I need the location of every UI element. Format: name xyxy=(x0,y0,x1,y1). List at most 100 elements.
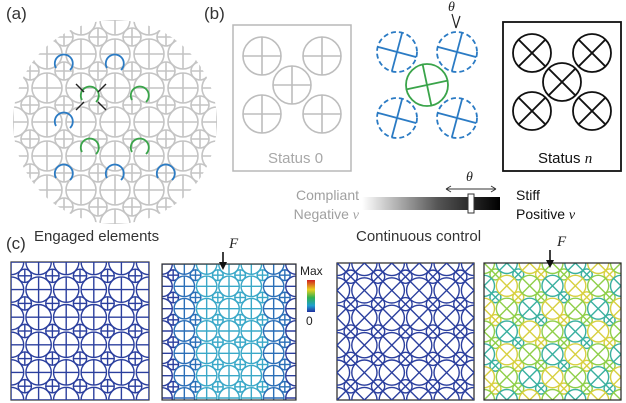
lattice-cell xyxy=(31,106,63,138)
mesh-small-cell xyxy=(278,313,291,326)
lattice-small-cell xyxy=(122,27,142,47)
lattice-cell xyxy=(201,106,217,138)
mesh-small-cell xyxy=(580,382,593,395)
lattice-cell xyxy=(31,72,63,104)
mesh-small-cell xyxy=(167,291,180,304)
mesh-cell xyxy=(240,275,263,298)
lattice-cell xyxy=(133,106,165,138)
mesh-cell xyxy=(378,304,406,332)
mesh-cell xyxy=(541,320,564,343)
mesh-small-cell xyxy=(557,313,571,327)
panel-c-label: (c) xyxy=(6,234,26,253)
mesh-cell xyxy=(135,276,149,303)
mesh-small-cell xyxy=(398,296,413,312)
mesh-small-cell xyxy=(453,379,468,394)
lattice-cell xyxy=(99,174,131,206)
mesh-small-cell xyxy=(557,359,571,372)
mesh-small-cell xyxy=(256,358,269,371)
mesh-small-cell xyxy=(425,324,441,339)
mesh-cell xyxy=(518,388,541,400)
mesh-cell xyxy=(25,276,52,303)
mesh-cell xyxy=(564,297,587,320)
mesh-cell xyxy=(337,277,351,304)
mesh-cell xyxy=(11,359,25,386)
mesh-small-cell xyxy=(534,291,548,304)
mesh-small-cell xyxy=(425,379,441,394)
mesh-small-cell xyxy=(343,351,358,367)
mesh-cell xyxy=(609,365,621,389)
mesh-cell xyxy=(518,297,541,320)
theta-top-label: θ xyxy=(448,0,455,15)
mesh-cell xyxy=(518,274,541,298)
mesh-small-cell xyxy=(370,296,386,312)
mesh-cell xyxy=(518,320,541,343)
mesh-small-cell xyxy=(72,351,88,366)
mesh-cell xyxy=(262,342,285,365)
lattice-cell xyxy=(167,140,199,172)
mesh-cell xyxy=(173,320,196,342)
lattice-small-cell xyxy=(54,129,74,149)
mesh-cell xyxy=(609,320,621,343)
rotation-arrow-blue xyxy=(155,163,176,181)
mesh-small-cell xyxy=(211,336,224,349)
statusn-cell xyxy=(542,62,582,102)
mesh-small-cell xyxy=(343,269,358,284)
mesh-small-cell xyxy=(512,313,525,327)
mesh-small-cell xyxy=(489,313,502,327)
mesh-small-cell xyxy=(45,323,60,339)
mesh-small-cell xyxy=(603,291,616,304)
mesh-cell xyxy=(108,262,135,276)
mesh-small-cell xyxy=(167,269,180,282)
mesh-small-cell xyxy=(278,269,291,282)
colorbar-max-label: Max xyxy=(300,264,323,278)
mesh-small-cell xyxy=(512,268,525,281)
mesh-small-cell xyxy=(453,324,468,339)
mesh-cell xyxy=(495,274,519,298)
mesh-small-cell xyxy=(127,323,143,339)
mesh-small-cell xyxy=(100,323,115,339)
mesh-cell xyxy=(337,304,351,332)
lattice-small-cell xyxy=(88,163,108,183)
statusn-cell xyxy=(512,33,552,73)
mesh-cell xyxy=(564,388,587,400)
mesh-small-cell xyxy=(534,336,548,350)
mesh-cell xyxy=(609,297,621,320)
mesh-cell xyxy=(240,364,263,387)
mesh-small-cell xyxy=(580,291,593,304)
mesh-small-cell xyxy=(211,269,224,282)
lattice-cell xyxy=(99,72,131,104)
mesh-small-cell xyxy=(278,358,291,371)
statusn-cell xyxy=(512,91,552,131)
rotation-arrow-blue xyxy=(53,111,74,129)
mesh-small-cell xyxy=(398,269,413,284)
mesh-cell xyxy=(405,359,433,386)
mesh-small-cell xyxy=(17,351,33,366)
mesh-small-cell xyxy=(234,313,247,326)
mesh-small-cell xyxy=(398,351,413,367)
mesh-cell xyxy=(564,320,587,343)
mesh-small-cell xyxy=(453,296,468,312)
mesh-cell xyxy=(405,331,433,359)
contact-arrow xyxy=(75,83,85,93)
lattice-small-cell xyxy=(88,27,108,47)
mesh-small-cell xyxy=(398,379,413,394)
mesh-cell xyxy=(460,386,474,400)
statusn-box xyxy=(502,21,622,172)
lattice-cell xyxy=(99,208,131,224)
mesh-cell xyxy=(262,297,285,320)
lattice-cell xyxy=(167,72,199,104)
mesh-cell xyxy=(378,263,406,277)
mesh-cell xyxy=(52,276,80,303)
mesh-small-cell xyxy=(167,380,180,393)
statusn-cell xyxy=(572,33,612,73)
mesh-cell xyxy=(378,386,406,400)
mesh-cell xyxy=(218,275,240,298)
mesh-cell xyxy=(11,386,25,400)
mesh-cell xyxy=(218,387,240,400)
mesh-cell xyxy=(405,277,433,304)
lattice-cell xyxy=(13,106,29,138)
contact-arrow xyxy=(97,83,107,93)
mesh-small-cell xyxy=(256,336,269,349)
mesh-cell xyxy=(52,386,80,400)
